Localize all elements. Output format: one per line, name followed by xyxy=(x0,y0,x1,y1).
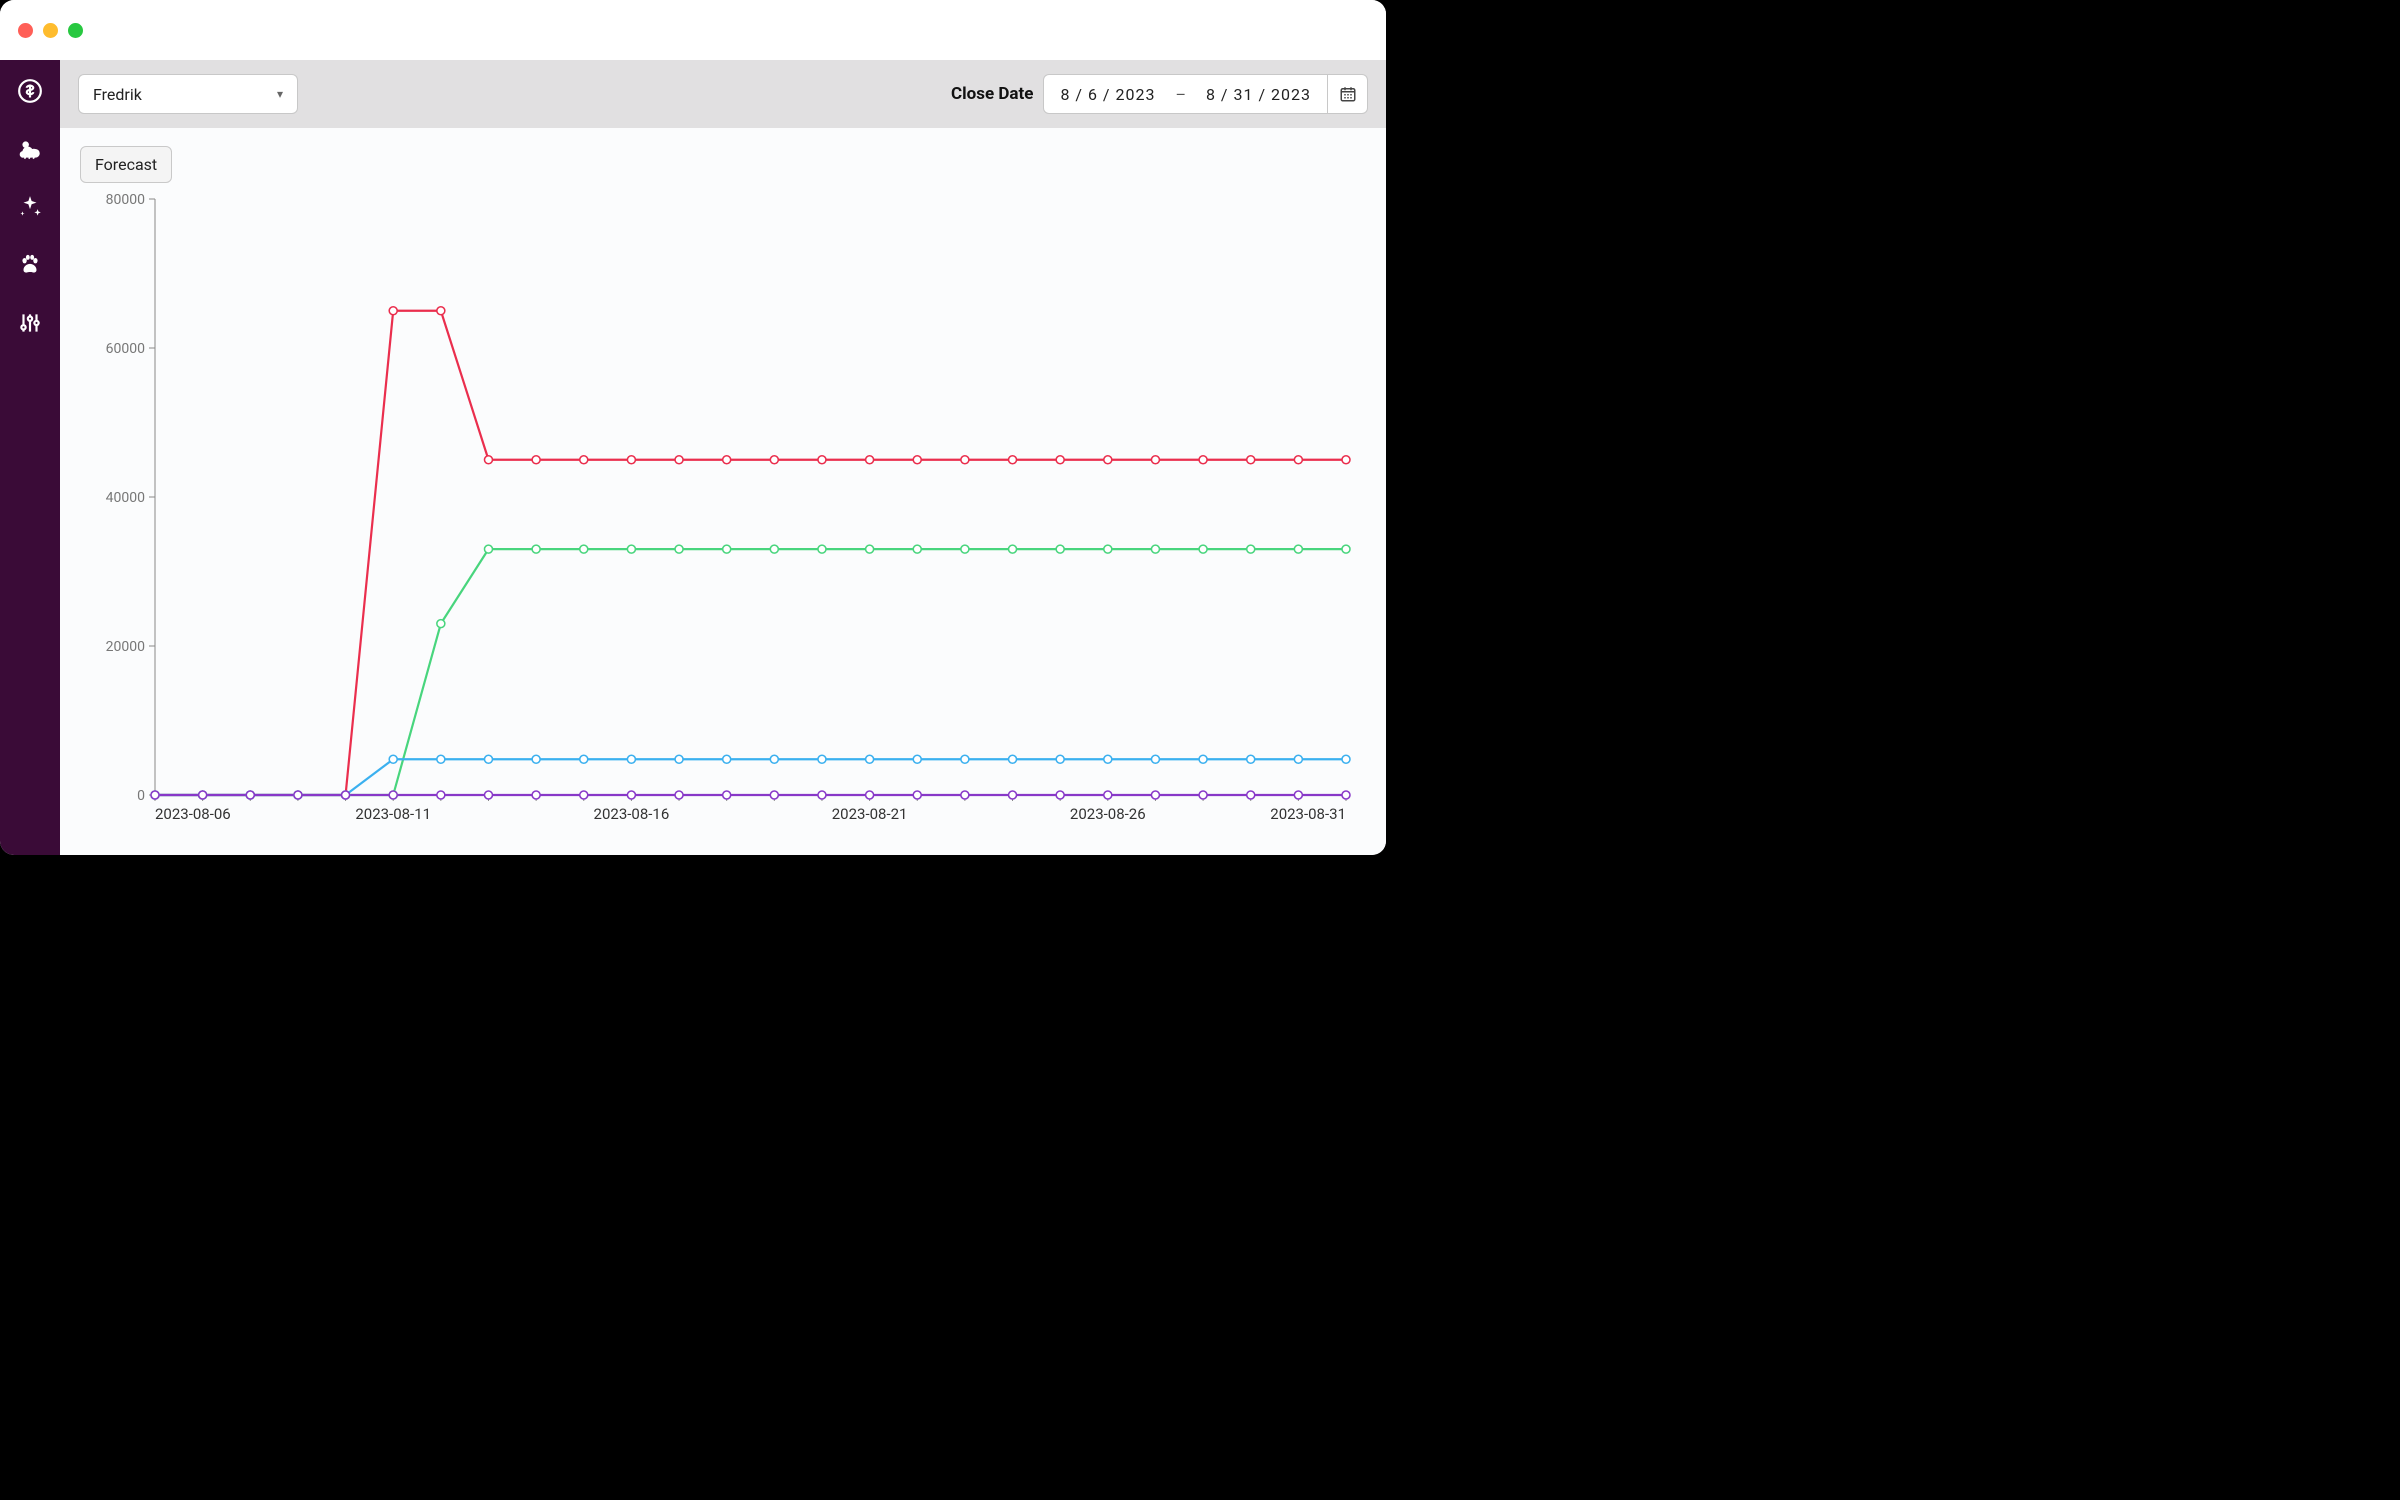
weather-icon xyxy=(17,136,43,162)
window-minimize-button[interactable] xyxy=(43,23,58,38)
svg-text:2023-08-11: 2023-08-11 xyxy=(355,805,431,823)
window-maximize-button[interactable] xyxy=(68,23,83,38)
window-close-button[interactable] xyxy=(18,23,33,38)
svg-text:40000: 40000 xyxy=(106,490,145,506)
svg-text:2023-08-21: 2023-08-21 xyxy=(832,805,908,823)
date-separator: – xyxy=(1171,85,1190,104)
svg-text:0: 0 xyxy=(137,788,145,804)
svg-text:2023-08-16: 2023-08-16 xyxy=(594,805,670,823)
svg-text:2023-08-26: 2023-08-26 xyxy=(1070,805,1146,823)
filter-bar: Fredrik ▾ Close Date 8 / 6 / 2023 – 8 / … xyxy=(60,60,1386,128)
date-from[interactable]: 8 / 6 / 2023 xyxy=(1044,85,1171,104)
svg-text:80000: 80000 xyxy=(106,192,145,208)
forecast-line-chart: 0 20000 40000 60000 80000 2023-08-06 2023-08-1… xyxy=(80,189,1366,835)
nav-settings[interactable] xyxy=(17,310,43,336)
svg-text:60000: 60000 xyxy=(106,341,145,357)
person-select[interactable]: Fredrik ▾ xyxy=(78,74,298,114)
date-to[interactable]: 8 / 31 / 2023 xyxy=(1190,85,1327,104)
calendar-icon xyxy=(1339,85,1357,103)
nav-sparkle[interactable] xyxy=(17,194,43,220)
nav-revenue[interactable] xyxy=(17,78,43,104)
sliders-icon xyxy=(17,310,43,336)
nav-paw[interactable] xyxy=(17,252,43,278)
date-range-picker[interactable]: 8 / 6 / 2023 – 8 / 31 / 2023 xyxy=(1043,74,1368,114)
app-body: Fredrik ▾ Close Date 8 / 6 / 2023 – 8 / … xyxy=(0,60,1386,855)
main-panel: Fredrik ▾ Close Date 8 / 6 / 2023 – 8 / … xyxy=(60,60,1386,855)
titlebar xyxy=(0,0,1386,60)
person-select-value: Fredrik xyxy=(93,85,142,104)
close-date-label: Close Date xyxy=(951,84,1033,104)
forecast-tab[interactable]: Forecast xyxy=(80,146,172,183)
sparkle-icon xyxy=(17,194,43,220)
svg-text:2023-08-06: 2023-08-06 xyxy=(155,805,231,823)
sidebar xyxy=(0,60,60,855)
dollar-icon xyxy=(17,78,43,104)
nav-weather[interactable] xyxy=(17,136,43,162)
svg-text:2023-08-31: 2023-08-31 xyxy=(1270,805,1346,823)
chevron-down-icon: ▾ xyxy=(277,87,283,101)
chart-area: Forecast 0 20000 40000 60000 80000 2023-08-06… xyxy=(60,128,1386,855)
app-window: Fredrik ▾ Close Date 8 / 6 / 2023 – 8 / … xyxy=(0,0,1386,855)
calendar-button[interactable] xyxy=(1327,75,1367,113)
paw-icon xyxy=(17,252,43,278)
close-date-group: Close Date 8 / 6 / 2023 – 8 / 31 / 2023 xyxy=(951,74,1368,114)
svg-text:20000: 20000 xyxy=(106,639,145,655)
